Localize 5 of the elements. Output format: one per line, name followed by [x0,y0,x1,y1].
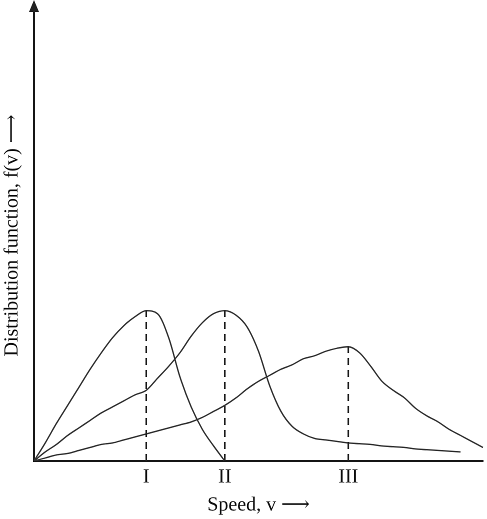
x-tick-label: II [218,465,232,488]
x-axis-title: Speed, v ⟶ [207,493,310,516]
y-axis-title: Distribution function, f(v) ⟶ [0,114,22,356]
x-tick-label: I [142,465,150,488]
x-tick-label: III [338,465,358,488]
